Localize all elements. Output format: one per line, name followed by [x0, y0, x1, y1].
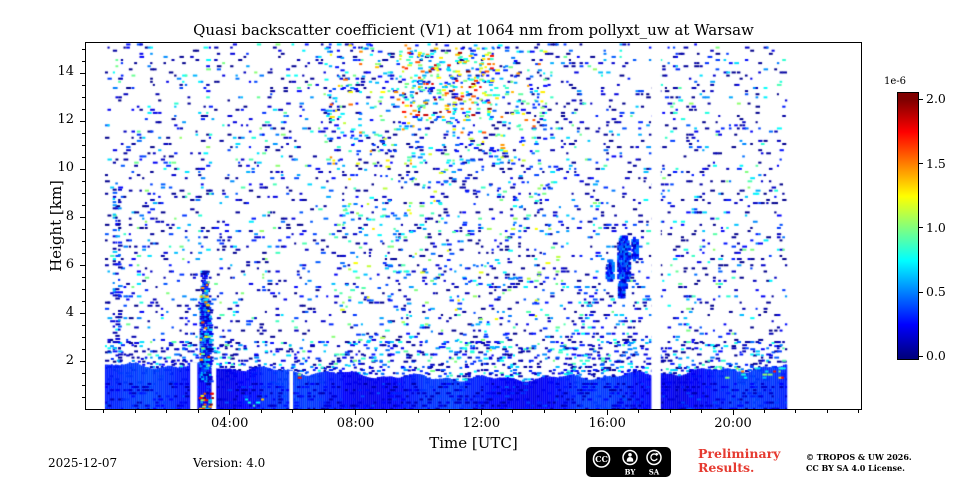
y-minor-tick — [82, 385, 85, 387]
x-minor-tick — [323, 410, 325, 413]
y-minor-tick — [82, 349, 85, 351]
y-minor-tick — [82, 325, 85, 327]
x-major-tick — [732, 410, 734, 415]
cc-icon: CC — [592, 450, 611, 468]
x-minor-tick — [292, 410, 294, 413]
y-minor-tick — [82, 205, 85, 207]
colorbar-canvas — [898, 93, 918, 359]
y-minor-tick — [82, 397, 85, 399]
cc-by-sa-badge[interactable]: CC BY SA — [586, 447, 671, 477]
x-minor-tick — [449, 410, 451, 413]
version-label: Version: 4.0 — [193, 456, 266, 470]
y-tick-label: 8 — [65, 208, 74, 224]
y-minor-tick — [82, 144, 85, 146]
y-tick-label: 14 — [57, 64, 74, 80]
y-minor-tick — [82, 301, 85, 303]
y-minor-tick — [82, 277, 85, 279]
x-major-tick — [480, 410, 482, 415]
colorbar-tick — [919, 291, 923, 293]
colorbar-tick-label: 0.5 — [926, 284, 946, 300]
share-alike-icon — [646, 449, 662, 466]
x-tick-label: 20:00 — [714, 416, 752, 431]
colorbar-tick-label: 1.5 — [926, 155, 946, 171]
x-minor-tick — [260, 410, 262, 413]
y-minor-tick — [82, 241, 85, 243]
y-tick-label: 6 — [65, 256, 74, 272]
by-label: BY — [625, 468, 637, 477]
x-major-tick — [606, 410, 608, 415]
colorbar-exponent-label: 1e-6 — [883, 76, 907, 87]
colorbar-tick-label: 1.0 — [926, 219, 946, 235]
x-minor-tick — [512, 410, 514, 413]
y-major-tick — [80, 265, 85, 267]
y-tick-label: 12 — [57, 112, 74, 128]
colorbar — [897, 92, 919, 360]
y-minor-tick — [82, 60, 85, 62]
x-minor-tick — [669, 410, 671, 413]
x-minor-tick — [166, 410, 168, 413]
colorbar-tick — [919, 355, 923, 357]
copyright-line1: © TROPOS & UW 2026. — [806, 452, 912, 462]
colorbar-tick — [919, 98, 923, 100]
heatmap-canvas — [86, 43, 861, 409]
colorbar-tick — [919, 163, 923, 165]
y-tick-label: 2 — [65, 352, 74, 368]
y-minor-tick — [82, 48, 85, 50]
colorbar-tick-label: 0.0 — [926, 348, 946, 364]
x-minor-tick — [826, 410, 828, 413]
x-minor-tick — [134, 410, 136, 413]
y-major-tick — [80, 361, 85, 363]
preliminary-line2: Results. — [698, 460, 755, 476]
y-major-tick — [80, 120, 85, 122]
x-major-tick — [229, 410, 231, 415]
y-minor-tick — [82, 181, 85, 182]
copyright-line2: CC BY SA 4.0 License. — [806, 462, 905, 473]
y-major-tick — [80, 72, 85, 74]
x-minor-tick — [103, 410, 105, 413]
x-major-tick — [355, 410, 357, 415]
y-major-tick — [80, 168, 85, 170]
attribution-person-icon — [622, 449, 638, 466]
y-minor-tick — [82, 108, 85, 110]
x-tick-label: 16:00 — [588, 416, 626, 431]
y-minor-tick — [82, 193, 85, 195]
y-tick-label: 4 — [65, 304, 74, 320]
x-minor-tick — [858, 410, 860, 413]
x-minor-tick — [417, 410, 419, 413]
y-minor-tick — [82, 337, 85, 339]
preliminary-results-label: Preliminary Results. — [698, 446, 781, 476]
y-tick-label: 10 — [57, 160, 74, 176]
x-tick-label: 04:00 — [210, 416, 249, 431]
y-major-tick — [80, 217, 85, 219]
x-minor-tick — [701, 410, 703, 413]
svg-text:CC: CC — [595, 454, 608, 464]
x-minor-tick — [543, 410, 545, 413]
x-minor-tick — [638, 410, 640, 413]
date-label: 2025-12-07 — [48, 456, 118, 470]
y-minor-tick — [82, 132, 85, 134]
x-minor-tick — [386, 410, 388, 413]
x-minor-tick — [575, 410, 577, 413]
chart-title: Quasi backscatter coefficient (V1) at 10… — [193, 21, 754, 39]
x-minor-tick — [795, 410, 797, 413]
x-axis-label: Time [UTC] — [429, 434, 518, 452]
y-minor-tick — [82, 156, 85, 158]
x-minor-tick — [197, 410, 199, 413]
y-minor-tick — [82, 96, 85, 98]
sa-label: SA — [649, 468, 660, 477]
x-tick-label: 08:00 — [336, 416, 375, 431]
y-minor-tick — [82, 289, 85, 291]
y-major-tick — [80, 313, 85, 315]
y-minor-tick — [82, 253, 85, 255]
x-minor-tick — [763, 410, 765, 413]
y-minor-tick — [82, 229, 85, 231]
plot-area — [85, 42, 862, 410]
y-minor-tick — [82, 373, 85, 375]
preliminary-line1: Preliminary — [698, 446, 781, 461]
colorbar-tick-label: 2.0 — [926, 91, 946, 107]
y-minor-tick — [82, 84, 85, 86]
colorbar-tick — [919, 227, 923, 229]
x-tick-label: 12:00 — [462, 416, 501, 431]
copyright-label: © TROPOS & UW 2026. CC BY SA 4.0 License… — [806, 452, 912, 474]
